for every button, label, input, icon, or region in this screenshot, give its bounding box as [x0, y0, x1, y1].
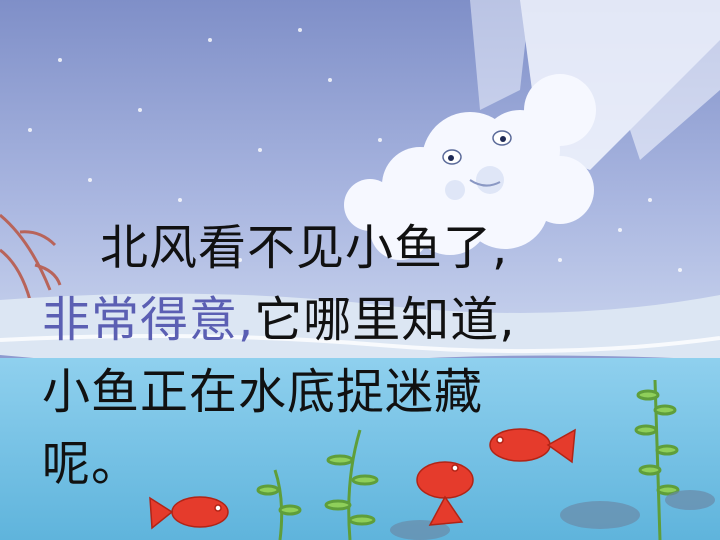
red-fish: [149, 428, 576, 530]
snowflakes: [28, 28, 682, 272]
red-fish-3: [149, 496, 229, 530]
story-line-2-highlight: 非常得意,: [42, 292, 255, 348]
red-fish-2: [416, 461, 474, 526]
water-plants: [256, 379, 680, 540]
story-line-1: 北风看不见小鱼了,: [100, 220, 509, 276]
red-fish-1: [489, 428, 576, 464]
story-text: 北风看不见小鱼了, 非常得意,它哪里知道, 小鱼正在水底捉迷藏 呢。: [42, 212, 702, 500]
north-wind-cloud: [344, 74, 596, 260]
story-line-2-rest: 它哪里知道,: [254, 292, 516, 348]
story-line-3: 小鱼正在水底捉迷藏: [42, 364, 484, 420]
frozen-ice-surface: [0, 293, 720, 367]
bare-branch: [0, 213, 62, 301]
story-line-4: 呢。: [42, 436, 141, 492]
story-line-2: 非常得意,它哪里知道,: [42, 284, 702, 356]
